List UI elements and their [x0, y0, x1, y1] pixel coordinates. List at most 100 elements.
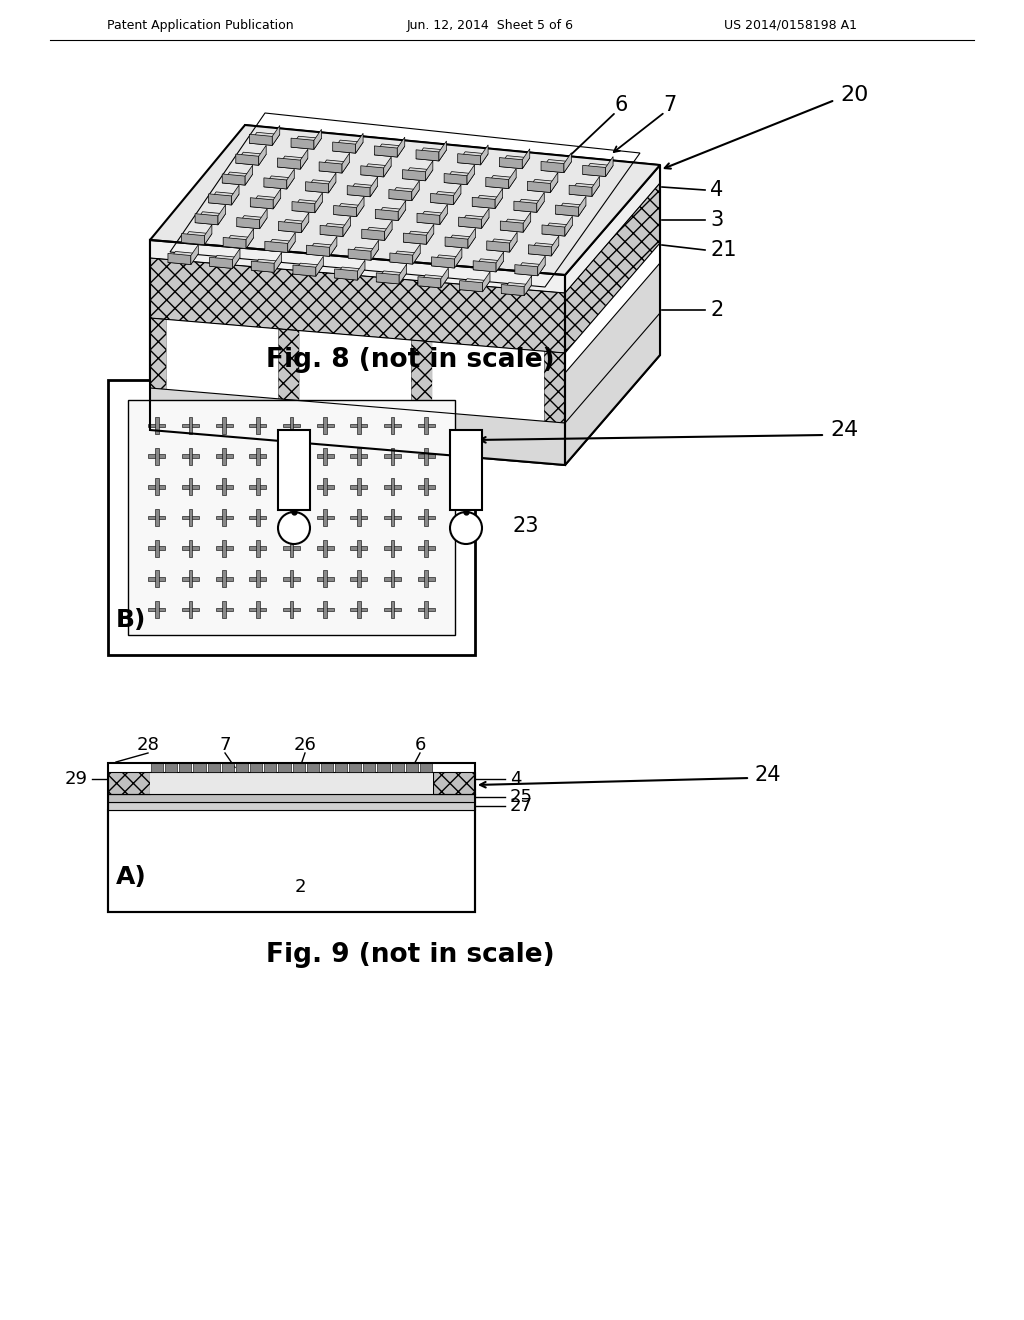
Polygon shape: [403, 231, 434, 244]
Polygon shape: [236, 152, 266, 165]
Polygon shape: [390, 251, 420, 264]
Polygon shape: [250, 198, 273, 209]
Polygon shape: [528, 243, 559, 256]
Polygon shape: [528, 244, 551, 256]
Polygon shape: [583, 165, 605, 177]
Bar: [450, 430, 482, 510]
Bar: [357, 601, 360, 618]
Polygon shape: [514, 199, 545, 213]
Polygon shape: [430, 191, 461, 205]
Polygon shape: [458, 153, 480, 165]
Bar: [290, 417, 293, 434]
Bar: [256, 570, 259, 587]
Polygon shape: [376, 271, 407, 284]
Text: A): A): [116, 865, 146, 888]
Bar: [222, 763, 233, 772]
Polygon shape: [444, 173, 467, 185]
Polygon shape: [399, 264, 407, 284]
Text: 6: 6: [614, 95, 628, 115]
Bar: [418, 546, 434, 550]
Polygon shape: [333, 143, 355, 153]
Bar: [283, 577, 300, 581]
Bar: [148, 424, 165, 428]
Bar: [350, 484, 368, 488]
Polygon shape: [357, 260, 365, 280]
Bar: [222, 447, 226, 465]
Bar: [384, 609, 401, 611]
Polygon shape: [416, 149, 439, 161]
Polygon shape: [454, 185, 461, 205]
Polygon shape: [343, 216, 350, 236]
Polygon shape: [458, 152, 488, 165]
Text: +: +: [287, 519, 301, 537]
Bar: [283, 484, 300, 488]
Bar: [350, 609, 368, 611]
Bar: [357, 478, 360, 495]
Bar: [108, 763, 475, 912]
Bar: [316, 484, 334, 488]
Bar: [433, 772, 475, 795]
Polygon shape: [527, 181, 550, 193]
Polygon shape: [305, 180, 336, 193]
Polygon shape: [397, 137, 404, 157]
Bar: [249, 424, 266, 428]
Bar: [350, 454, 368, 458]
Bar: [249, 577, 266, 581]
Polygon shape: [293, 265, 315, 276]
Bar: [148, 516, 165, 519]
Polygon shape: [265, 242, 288, 252]
Bar: [216, 546, 232, 550]
Polygon shape: [278, 158, 300, 169]
Circle shape: [450, 512, 482, 544]
Polygon shape: [287, 169, 294, 189]
Polygon shape: [402, 170, 425, 181]
Polygon shape: [335, 269, 357, 280]
Polygon shape: [150, 240, 565, 465]
Polygon shape: [605, 157, 613, 177]
Bar: [384, 424, 401, 428]
Polygon shape: [515, 263, 545, 276]
Bar: [182, 609, 199, 611]
Bar: [384, 454, 401, 458]
Polygon shape: [237, 215, 267, 228]
Polygon shape: [445, 235, 475, 248]
Polygon shape: [467, 165, 474, 185]
Polygon shape: [501, 220, 523, 232]
Polygon shape: [485, 177, 509, 189]
Circle shape: [278, 512, 310, 544]
Polygon shape: [360, 166, 384, 177]
Polygon shape: [190, 244, 199, 264]
Bar: [222, 540, 226, 557]
Polygon shape: [459, 215, 489, 228]
Polygon shape: [556, 203, 586, 216]
Polygon shape: [485, 176, 516, 189]
Bar: [324, 570, 327, 587]
Polygon shape: [246, 228, 254, 248]
Bar: [316, 454, 334, 458]
Polygon shape: [565, 243, 660, 374]
Bar: [264, 763, 276, 772]
Bar: [222, 601, 226, 618]
Polygon shape: [305, 182, 329, 193]
Polygon shape: [375, 144, 404, 157]
Bar: [250, 763, 262, 772]
Polygon shape: [376, 210, 398, 220]
Bar: [306, 763, 318, 772]
Text: 4: 4: [710, 180, 723, 201]
Polygon shape: [500, 157, 522, 169]
Bar: [391, 763, 403, 772]
Text: 7: 7: [664, 95, 677, 115]
Polygon shape: [315, 193, 323, 213]
Bar: [378, 763, 389, 772]
Polygon shape: [264, 178, 287, 189]
Bar: [165, 763, 177, 772]
Polygon shape: [537, 193, 545, 213]
Bar: [283, 516, 300, 519]
Polygon shape: [301, 213, 309, 232]
Text: Fig. 8 (not in scale): Fig. 8 (not in scale): [265, 347, 554, 374]
Bar: [108, 380, 475, 655]
Text: 24: 24: [755, 766, 781, 785]
Polygon shape: [333, 140, 364, 153]
Polygon shape: [500, 156, 529, 169]
Bar: [182, 546, 199, 550]
